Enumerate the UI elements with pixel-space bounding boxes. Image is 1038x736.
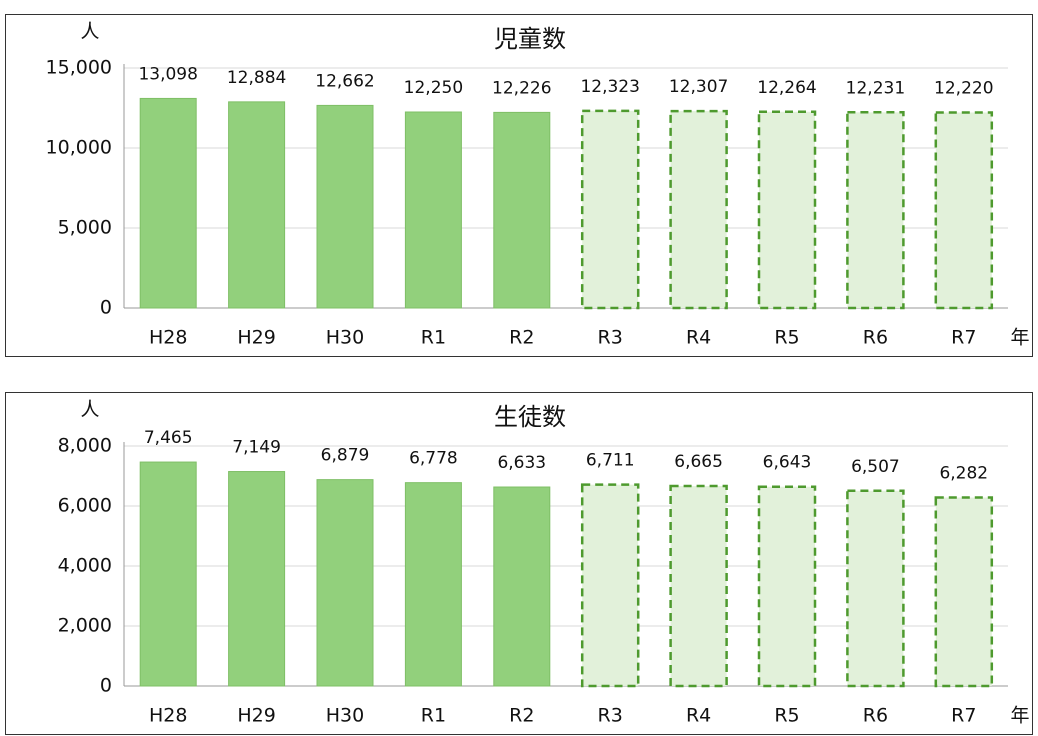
chart-title: 生徒数 (494, 403, 566, 431)
x-axis-label: 年 (1010, 705, 1029, 727)
bar (757, 110, 817, 310)
y-tick-label: 8,000 (58, 435, 112, 457)
bar (580, 109, 640, 310)
value-label: 6,282 (939, 464, 988, 484)
x-tick-label: R1 (421, 327, 446, 349)
bar (316, 479, 374, 687)
value-label: 12,231 (846, 78, 905, 98)
x-tick-label: R7 (951, 327, 976, 349)
value-label: 6,711 (586, 451, 635, 471)
x-tick-label: R6 (863, 705, 888, 727)
value-label: 6,665 (674, 452, 723, 472)
value-label: 12,884 (227, 68, 286, 88)
value-label: 12,323 (580, 77, 639, 97)
value-label: 6,879 (321, 446, 370, 466)
x-tick-label: R2 (509, 327, 534, 349)
chart-frame (5, 392, 1033, 735)
x-tick-label: H29 (237, 705, 275, 727)
value-label: 12,220 (934, 78, 993, 98)
bar (493, 486, 551, 687)
value-label: 7,149 (232, 438, 281, 458)
x-tick-label: R3 (598, 705, 623, 727)
bar (228, 471, 286, 687)
value-label: 12,307 (669, 77, 728, 97)
y-tick-label: 10,000 (46, 137, 112, 159)
x-tick-label: R5 (774, 705, 799, 727)
value-label: 6,643 (763, 453, 812, 473)
y-axis-label: 人 (80, 21, 99, 43)
bar (404, 111, 462, 309)
value-label: 12,226 (492, 78, 551, 98)
bar (228, 101, 286, 309)
bar (757, 485, 817, 688)
y-tick-label: 2,000 (58, 615, 112, 637)
x-tick-label: H30 (326, 705, 364, 727)
bar (139, 97, 197, 309)
y-axis-label: 人 (80, 399, 99, 421)
x-tick-label: H30 (326, 327, 364, 349)
x-tick-label: H28 (149, 327, 187, 349)
x-tick-label: R2 (509, 705, 534, 727)
x-tick-label: R1 (421, 705, 446, 727)
x-tick-label: R6 (863, 327, 888, 349)
chart-title: 児童数 (494, 25, 566, 53)
bar (846, 489, 905, 688)
bar (580, 483, 640, 688)
value-label: 7,465 (144, 428, 193, 448)
value-label: 6,633 (497, 453, 546, 473)
y-tick-label: 4,000 (58, 555, 112, 577)
y-tick-label: 0 (100, 297, 112, 319)
y-tick-label: 0 (100, 675, 112, 697)
bar (934, 111, 994, 310)
x-tick-label: H28 (149, 705, 187, 727)
chart-frame (5, 14, 1033, 357)
bar (669, 109, 728, 310)
x-tick-label: R4 (686, 327, 711, 349)
y-tick-label: 6,000 (58, 495, 112, 517)
x-tick-label: R3 (598, 327, 623, 349)
bar (669, 484, 728, 688)
y-tick-label: 5,000 (58, 217, 112, 239)
bar (493, 111, 551, 309)
value-label: 12,264 (757, 78, 816, 98)
bar (316, 104, 374, 309)
value-label: 12,250 (404, 78, 463, 98)
value-label: 6,778 (409, 449, 458, 469)
x-tick-label: R4 (686, 705, 711, 727)
value-label: 13,098 (138, 64, 197, 84)
value-label: 12,662 (315, 71, 374, 91)
value-label: 6,507 (851, 457, 900, 477)
x-tick-label: R5 (774, 327, 799, 349)
y-tick-label: 15,000 (46, 57, 112, 79)
bar (934, 496, 994, 688)
x-tick-label: R7 (951, 705, 976, 727)
x-axis-label: 年 (1010, 327, 1029, 349)
bar (404, 482, 462, 687)
bar (139, 461, 197, 687)
bar (846, 111, 905, 310)
x-tick-label: H29 (237, 327, 275, 349)
